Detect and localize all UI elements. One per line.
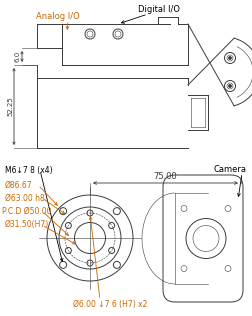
Circle shape	[228, 85, 230, 87]
Text: Analog I/O: Analog I/O	[36, 12, 79, 21]
Text: P.C.D Ø50.00: P.C.D Ø50.00	[2, 206, 51, 216]
Text: Ø86.67: Ø86.67	[5, 180, 33, 190]
Text: 75.00: 75.00	[153, 172, 177, 181]
Text: Ø31.50(H7): Ø31.50(H7)	[5, 221, 49, 229]
Text: Camera: Camera	[213, 166, 246, 174]
Text: 6.0: 6.0	[15, 51, 21, 62]
Text: Ø6.00 ↓7 6 (H7) x2: Ø6.00 ↓7 6 (H7) x2	[73, 301, 147, 309]
Text: M6↓7 8 (x4): M6↓7 8 (x4)	[5, 166, 52, 174]
Text: Digital I/O: Digital I/O	[137, 5, 179, 14]
Circle shape	[228, 57, 230, 59]
Text: Ø63.00 h8: Ø63.00 h8	[5, 193, 45, 203]
Text: 52.25: 52.25	[7, 97, 13, 116]
